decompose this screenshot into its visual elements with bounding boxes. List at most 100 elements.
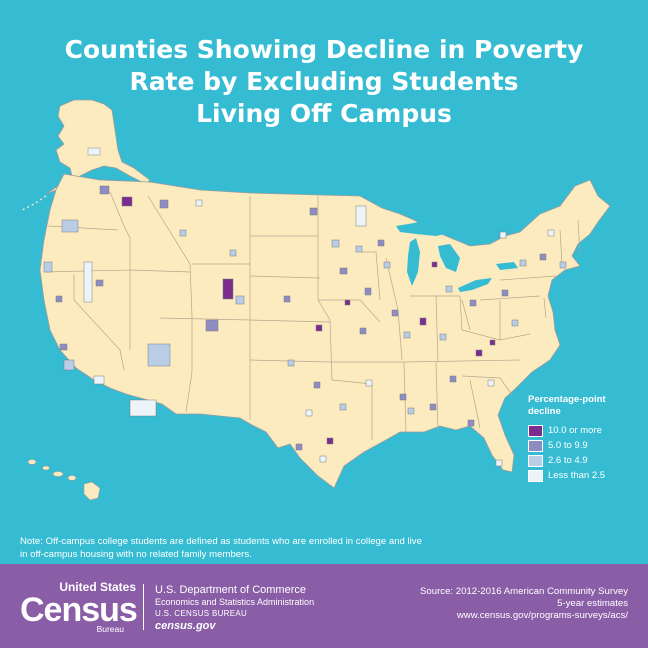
logo-bureau: Bureau bbox=[96, 624, 124, 634]
title-line-2: Rate by Excluding Students bbox=[129, 67, 519, 96]
county-mid bbox=[399, 393, 407, 401]
county-mid bbox=[55, 295, 63, 303]
county-pale bbox=[355, 205, 367, 227]
county-mid bbox=[159, 199, 169, 209]
county-mid bbox=[95, 279, 104, 287]
lake-superior bbox=[396, 222, 454, 236]
county-mid bbox=[339, 267, 348, 275]
footer: United States Census Bureau U.S. Departm… bbox=[0, 564, 648, 648]
county-light bbox=[511, 319, 519, 327]
department-sub: Economics and Statistics Administration bbox=[155, 597, 315, 607]
county-dark bbox=[344, 299, 351, 306]
county-light bbox=[235, 295, 245, 305]
lake-michigan bbox=[407, 238, 420, 286]
county-pale bbox=[195, 199, 203, 207]
legend-item-2-6-to-4-9: 2.6 to 4.9 bbox=[528, 454, 606, 467]
legend-swatch bbox=[528, 439, 543, 452]
county-dark bbox=[222, 278, 234, 300]
legend-item-10-plus: 10.0 or more bbox=[528, 424, 606, 437]
county-mid bbox=[59, 343, 68, 351]
county-pale bbox=[547, 229, 555, 237]
county-mid bbox=[377, 239, 385, 247]
county-light bbox=[63, 359, 75, 371]
lake-huron bbox=[438, 244, 460, 272]
county-pale bbox=[83, 261, 93, 303]
county-mid bbox=[501, 289, 509, 297]
county-light bbox=[43, 261, 53, 273]
county-light bbox=[519, 259, 527, 267]
county-dark bbox=[431, 261, 438, 268]
contiguous-us-landmass bbox=[39, 173, 611, 489]
department-block: U.S. Department of Commerce Economics an… bbox=[155, 584, 314, 633]
alaska-county bbox=[87, 147, 101, 156]
county-highlights bbox=[43, 185, 567, 467]
county-dark bbox=[489, 339, 496, 346]
county-light bbox=[383, 261, 391, 269]
county-light bbox=[61, 219, 79, 233]
county-light bbox=[445, 285, 453, 293]
lake-erie bbox=[458, 278, 492, 292]
county-light bbox=[439, 333, 447, 341]
county-mid bbox=[539, 253, 547, 261]
county-light bbox=[403, 331, 411, 339]
great-lakes bbox=[396, 222, 518, 292]
county-pale bbox=[305, 409, 313, 417]
legend-item-5-to-9: 5.0 to 9.9 bbox=[528, 439, 606, 452]
department-name: U.S. Department of Commerce bbox=[155, 584, 306, 596]
logo-main: Census bbox=[20, 591, 138, 629]
legend-label: Less than 2.5 bbox=[548, 470, 606, 481]
legend-label: 2.6 to 4.9 bbox=[548, 455, 588, 466]
legend-item-less-2-5: Less than 2.5 bbox=[528, 469, 606, 482]
map-title: Counties Showing Decline in Poverty Rate… bbox=[0, 34, 648, 130]
county-dark bbox=[121, 196, 133, 207]
county-mid bbox=[359, 327, 367, 335]
county-pale bbox=[495, 459, 503, 467]
legend-swatch bbox=[528, 424, 543, 437]
county-mid bbox=[364, 287, 372, 296]
county-mid bbox=[99, 185, 110, 195]
county-dark bbox=[326, 437, 334, 445]
state-borders bbox=[43, 191, 581, 440]
county-pale bbox=[319, 455, 327, 463]
county-dark bbox=[475, 349, 483, 357]
source-line-2: 5-year estimates bbox=[557, 598, 628, 609]
county-light bbox=[355, 245, 363, 253]
county-light bbox=[287, 359, 295, 367]
county-mid bbox=[205, 319, 219, 332]
county-pale bbox=[129, 399, 157, 417]
county-mid bbox=[283, 295, 291, 303]
county-pale bbox=[365, 379, 373, 387]
lake-ontario bbox=[496, 262, 518, 270]
county-mid bbox=[295, 443, 303, 451]
county-mid bbox=[309, 207, 318, 216]
county-light bbox=[229, 249, 237, 257]
county-light bbox=[147, 343, 171, 367]
county-light bbox=[331, 239, 340, 248]
census-url-link[interactable]: census.gov bbox=[155, 620, 216, 632]
legend: Percentage-point decline 10.0 or more 5.… bbox=[528, 394, 606, 484]
county-mid bbox=[469, 299, 477, 307]
alaska-landmass bbox=[45, 99, 151, 195]
aleutian-islands bbox=[21, 195, 47, 211]
county-light bbox=[339, 403, 347, 411]
title-line-1: Counties Showing Decline in Poverty bbox=[64, 35, 584, 64]
footer-divider bbox=[143, 584, 144, 630]
county-light bbox=[559, 261, 567, 269]
county-pale bbox=[93, 375, 105, 385]
hawaii-islands bbox=[27, 459, 101, 501]
county-mid bbox=[449, 375, 457, 383]
legend-title: Percentage-point decline bbox=[528, 394, 606, 418]
county-dark bbox=[315, 324, 323, 332]
county-pale bbox=[499, 231, 507, 239]
source-line-1: Source: 2012-2016 American Community Sur… bbox=[420, 586, 628, 597]
county-mid bbox=[391, 309, 399, 317]
county-light bbox=[407, 407, 415, 415]
county-dark bbox=[419, 317, 427, 326]
note-text: Note: Off-campus college students are de… bbox=[20, 536, 422, 560]
source-url-link[interactable]: www.census.gov/programs-surveys/acs/ bbox=[456, 610, 628, 621]
source-block: Source: 2012-2016 American Community Sur… bbox=[420, 586, 628, 622]
census-logo: United States Census Bureau bbox=[20, 580, 138, 636]
legend-swatch bbox=[528, 454, 543, 467]
